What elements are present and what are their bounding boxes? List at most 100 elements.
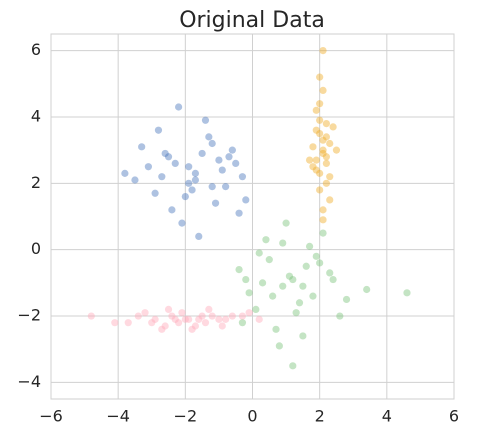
point xyxy=(238,312,247,320)
point xyxy=(205,133,213,141)
point xyxy=(201,116,210,124)
point xyxy=(312,156,320,164)
x-tick-label: 4 xyxy=(382,407,392,426)
point xyxy=(265,256,273,264)
point xyxy=(188,186,196,194)
point xyxy=(208,139,216,148)
point xyxy=(168,206,176,214)
point xyxy=(342,295,351,304)
point xyxy=(326,173,334,181)
point xyxy=(188,325,196,333)
y-tick-label: 2 xyxy=(31,173,41,192)
y-tick-label: 4 xyxy=(31,106,41,125)
point xyxy=(134,312,142,320)
chart-title: Original Data xyxy=(179,8,325,33)
point xyxy=(228,146,236,154)
point xyxy=(238,173,247,181)
point xyxy=(181,192,189,201)
point xyxy=(87,312,95,320)
point xyxy=(309,163,317,171)
point xyxy=(279,239,287,247)
point xyxy=(191,322,200,330)
point xyxy=(289,275,297,284)
point xyxy=(178,219,186,227)
point xyxy=(121,169,129,177)
point xyxy=(235,265,243,274)
point xyxy=(185,179,193,187)
point xyxy=(144,163,152,171)
point xyxy=(255,249,263,257)
point xyxy=(292,309,300,317)
point xyxy=(363,285,371,294)
point xyxy=(289,362,297,370)
point xyxy=(319,216,327,224)
point xyxy=(275,342,283,350)
point xyxy=(151,315,159,323)
point xyxy=(191,176,200,184)
point xyxy=(316,259,324,267)
point xyxy=(319,46,327,55)
point xyxy=(319,86,327,95)
point xyxy=(232,159,240,168)
y-tick-label: −2 xyxy=(17,306,41,325)
point xyxy=(235,209,243,217)
point xyxy=(245,309,253,317)
point xyxy=(191,169,200,177)
point xyxy=(201,319,210,327)
point xyxy=(222,183,230,191)
point xyxy=(138,143,146,151)
point xyxy=(326,196,334,204)
point xyxy=(215,315,223,323)
point xyxy=(312,252,320,260)
point xyxy=(208,312,216,320)
point xyxy=(319,136,327,144)
point xyxy=(309,143,317,151)
point xyxy=(322,159,330,168)
point xyxy=(403,289,411,297)
point xyxy=(319,146,327,154)
point xyxy=(161,322,169,330)
point xyxy=(225,153,233,161)
point xyxy=(309,292,317,300)
point xyxy=(326,139,334,148)
point xyxy=(185,315,193,323)
point xyxy=(245,289,253,297)
point xyxy=(336,312,344,320)
point xyxy=(151,189,159,197)
point xyxy=(238,319,247,327)
point xyxy=(171,159,179,168)
point xyxy=(255,315,263,323)
x-tick-label: −6 xyxy=(39,407,63,426)
point xyxy=(305,242,314,250)
point xyxy=(312,106,320,114)
point xyxy=(322,133,330,141)
x-tick-label: −4 xyxy=(106,407,130,426)
point xyxy=(316,100,324,108)
y-tick-label: −4 xyxy=(17,372,41,391)
point xyxy=(164,153,173,161)
point xyxy=(319,206,327,214)
point xyxy=(299,332,307,340)
point xyxy=(181,315,189,323)
point xyxy=(316,129,324,138)
point xyxy=(158,325,166,333)
point xyxy=(319,149,327,158)
point xyxy=(319,229,327,237)
point xyxy=(329,123,337,131)
point xyxy=(305,156,314,164)
point xyxy=(205,305,213,314)
point xyxy=(269,292,277,300)
point xyxy=(332,146,341,154)
point xyxy=(168,312,176,320)
point xyxy=(215,156,223,164)
point xyxy=(131,176,139,184)
point xyxy=(164,305,173,314)
point xyxy=(258,279,267,287)
point xyxy=(316,186,324,194)
point xyxy=(171,315,179,323)
x-tick-label: 2 xyxy=(315,407,325,426)
point xyxy=(312,126,320,134)
point xyxy=(175,103,183,111)
point xyxy=(175,319,183,327)
